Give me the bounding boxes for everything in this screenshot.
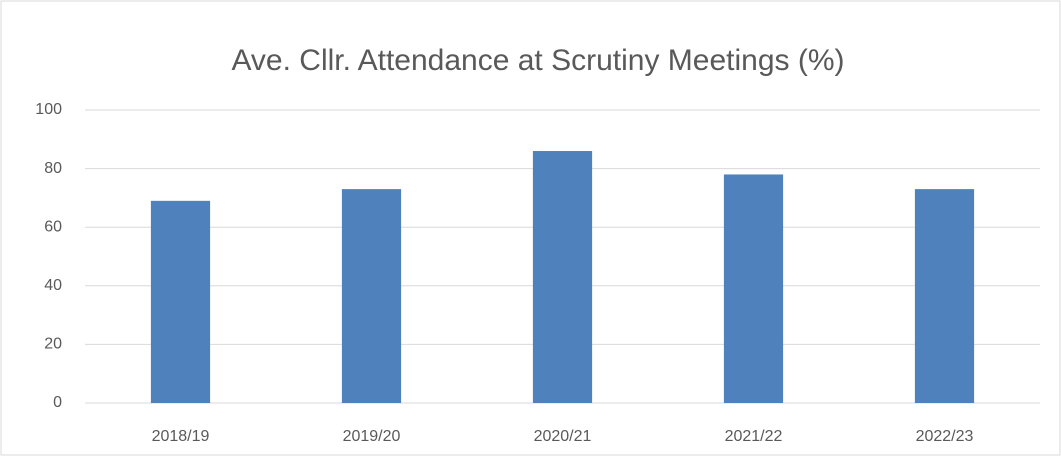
chart-title: Ave. Cllr. Attendance at Scrutiny Meetin… — [231, 44, 844, 77]
x-tick-label: 2020/21 — [534, 428, 592, 445]
x-tick-label: 2022/23 — [916, 428, 974, 445]
bar — [150, 200, 211, 403]
y-tick-label: 80 — [44, 160, 62, 177]
y-tick-label: 60 — [44, 218, 62, 235]
bar — [914, 189, 975, 403]
y-tick-label: 40 — [44, 277, 62, 294]
x-tick-label: 2021/22 — [725, 428, 783, 445]
bar — [532, 151, 593, 403]
y-tick-label: 100 — [35, 101, 62, 118]
y-tick-label: 0 — [53, 394, 62, 411]
y-tick-label: 20 — [44, 336, 62, 353]
bar — [341, 189, 402, 403]
bar — [723, 174, 784, 403]
x-tick-label: 2018/19 — [152, 428, 210, 445]
x-tick-label: 2019/20 — [343, 428, 401, 445]
